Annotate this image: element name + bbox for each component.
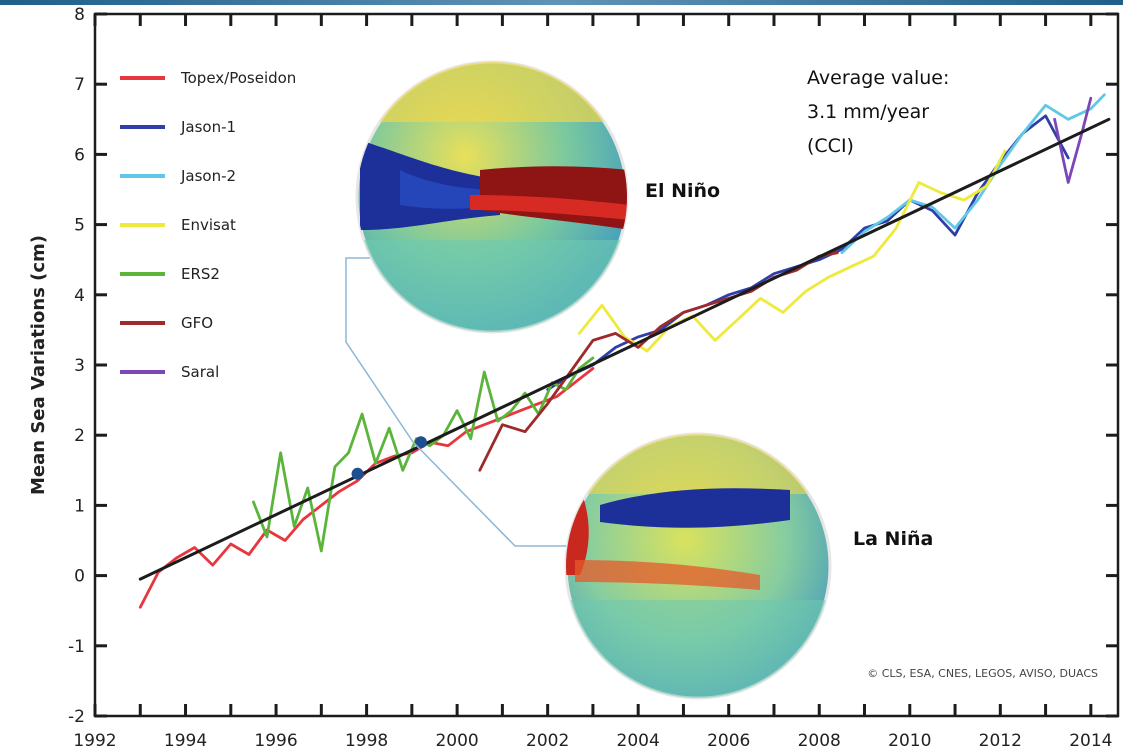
x-tick-label: 1996 bbox=[254, 731, 297, 751]
x-tick-label: 1992 bbox=[73, 731, 116, 751]
x-axis-ticks: 1992 1994 1996 1998 2000 2002 2004 2006 2008 2010… bbox=[73, 14, 1112, 751]
legend-label: ERS2 bbox=[181, 265, 220, 283]
legend-label: Jason-2 bbox=[180, 167, 236, 185]
x-tick-label: 1994 bbox=[164, 731, 207, 751]
average-value-line-3: (CCI) bbox=[807, 135, 854, 157]
x-tick-label: 2012 bbox=[979, 731, 1022, 751]
y-axis-ticks: -2 -1 0 1 2 3 4 5 6 7 8 bbox=[68, 5, 1118, 727]
legend: Topex/Poseidon Jason-1 Jason-2 Envisat ERS2 G… bbox=[120, 69, 296, 381]
series-line-envisat bbox=[577, 149, 1007, 353]
y-tick-label: 7 bbox=[74, 75, 85, 95]
y-tick-label: 0 bbox=[74, 567, 85, 587]
la-nina-connector bbox=[412, 441, 568, 547]
el-nino-globe bbox=[355, 60, 629, 334]
y-tick-label: 3 bbox=[74, 356, 85, 376]
y-tick-label: 4 bbox=[74, 286, 85, 306]
x-tick-label: 2004 bbox=[617, 731, 660, 751]
el-nino-connector bbox=[345, 257, 414, 443]
x-tick-label: 2000 bbox=[435, 731, 478, 751]
la-nina-label: La Niña bbox=[853, 528, 933, 550]
x-tick-label: 2014 bbox=[1069, 731, 1112, 751]
series-line-jason-2 bbox=[840, 93, 1106, 255]
highlight-marker bbox=[414, 436, 427, 449]
y-axis-title: Mean Sea Variations (cm) bbox=[28, 235, 49, 495]
average-value-line-2: 3.1 mm/year bbox=[807, 101, 929, 123]
x-tick-label: 2010 bbox=[888, 731, 931, 751]
legend-label: Jason-1 bbox=[180, 118, 236, 136]
legend-label: Saral bbox=[181, 363, 219, 381]
credit-text: © CLS, ESA, CNES, LEGOS, AVISO, DUACS bbox=[867, 667, 1098, 680]
x-tick-label: 2002 bbox=[526, 731, 569, 751]
legend-label: Topex/Poseidon bbox=[180, 69, 296, 87]
y-tick-label: 8 bbox=[74, 5, 85, 25]
y-tick-label: -2 bbox=[68, 707, 85, 727]
y-tick-label: 1 bbox=[74, 496, 85, 516]
series-line-topex-poseidon bbox=[138, 367, 595, 609]
x-tick-label: 2006 bbox=[707, 731, 750, 751]
series-layer bbox=[138, 93, 1111, 609]
legend-label: GFO bbox=[181, 314, 213, 332]
y-tick-label: -1 bbox=[68, 637, 85, 657]
y-tick-label: 2 bbox=[74, 426, 85, 446]
trend-line bbox=[138, 117, 1111, 581]
top-band bbox=[0, 0, 1123, 5]
x-tick-label: 1998 bbox=[345, 731, 388, 751]
legend-label: Envisat bbox=[181, 216, 236, 234]
la-nina-globe bbox=[564, 432, 832, 700]
average-value-line-1: Average value: bbox=[807, 67, 949, 89]
el-nino-label: El Niño bbox=[645, 180, 720, 202]
highlight-marker bbox=[351, 467, 364, 480]
y-tick-label: 5 bbox=[74, 216, 85, 236]
x-tick-label: 2008 bbox=[798, 731, 841, 751]
series-line-saral bbox=[1053, 96, 1093, 184]
y-tick-label: 6 bbox=[74, 145, 85, 165]
